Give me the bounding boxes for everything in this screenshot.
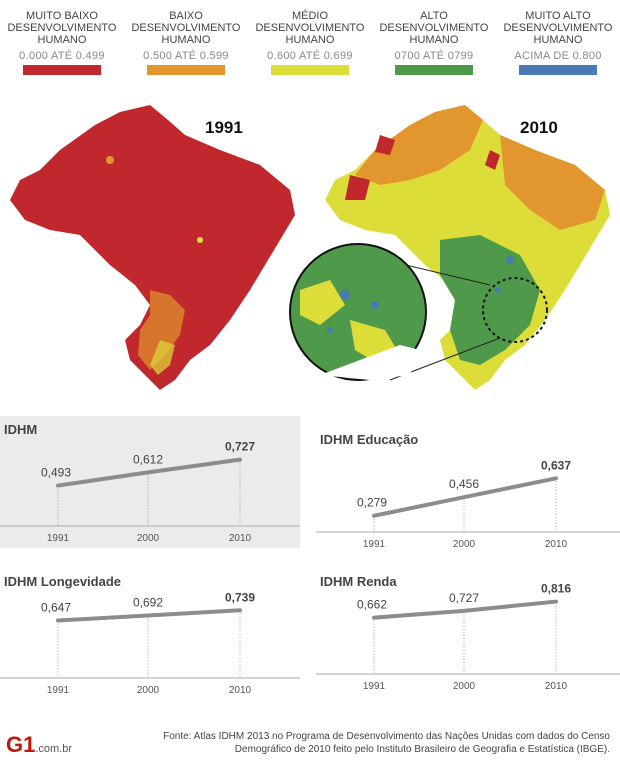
- legend-range: 0.500 ATÉ 0.599: [143, 50, 229, 62]
- tick-label: 1991: [363, 681, 386, 692]
- data-label: 0,739: [225, 590, 255, 604]
- series-line: [372, 476, 558, 518]
- chart-idhm-renda: 0,662 1991 0,727 2000 0,816 2010 IDHM Renda: [316, 568, 620, 696]
- data-label: 0,493: [41, 466, 71, 480]
- chart-title: IDHM Educação: [320, 432, 419, 447]
- data-label: 0,647: [41, 600, 71, 614]
- chart-svg: 0,662 1991 0,727 2000 0,816 2010: [316, 582, 620, 692]
- legend-label: BAIXO DESENVOLVIMENTO HUMANO: [131, 10, 241, 46]
- legend-swatch: [147, 65, 225, 75]
- legend-range: 0.600 ATÉ 0.699: [267, 50, 353, 62]
- logo-domain: .com.br: [35, 743, 73, 755]
- tick-label: 2010: [545, 681, 568, 692]
- tick-label: 2000: [453, 539, 476, 550]
- legend-label: ALTO DESENVOLVIMENTO HUMANO: [379, 10, 489, 46]
- data-label: 0,727: [449, 591, 479, 605]
- legend-swatch: [395, 65, 473, 75]
- legend-range: ACIMA DE 0.800: [514, 50, 602, 62]
- data-label: 0,692: [133, 596, 163, 610]
- map-1991: [10, 105, 295, 390]
- source-note: Fonte: Atlas IDHM 2013 no Programa de De…: [163, 731, 610, 755]
- g1-logo: G1.com.br: [6, 732, 72, 758]
- tick-label: 2010: [545, 539, 568, 550]
- series-line: [56, 457, 242, 488]
- legend-swatch: [519, 65, 597, 75]
- data-label: 0,662: [357, 598, 387, 612]
- data-label: 0,637: [541, 458, 571, 472]
- series-line: [56, 608, 242, 623]
- legend-item-low: BAIXO DESENVOLVIMENTO HUMANO 0.500 ATÉ 0…: [124, 10, 248, 75]
- legend: MUITO BAIXO DESENVOLVIMENTO HUMANO 0.000…: [0, 10, 620, 82]
- legend-item-medium: MÉDIO DESENVOLVIMENTO HUMANO 0.600 ATÉ 0…: [248, 10, 372, 75]
- tick-label: 2000: [453, 681, 476, 692]
- tick-label: 2000: [137, 685, 160, 696]
- legend-label: MUITO ALTO DESENVOLVIMENTO HUMANO: [503, 10, 613, 46]
- year-label-2010: 2010: [520, 118, 558, 137]
- legend-range: 0700 ATÉ 0799: [394, 50, 474, 62]
- chart-idhm-educacao: 0,279 1991 0,456 2000 0,637 2010 IDHM Educaçã…: [316, 426, 620, 554]
- tick-label: 1991: [47, 685, 70, 696]
- brazil-maps: [10, 105, 610, 390]
- chart-title: IDHM Longevidade: [4, 574, 122, 589]
- tick-label: 1991: [363, 539, 386, 550]
- legend-label: MUITO BAIXO DESENVOLVIMENTO HUMANO: [7, 10, 117, 46]
- tick-label: 2010: [229, 533, 252, 544]
- maps-area: 1991 2010: [0, 90, 620, 400]
- chart-idhm: 0,493 1991 0,612 2000 0,727 2010 IDHM: [0, 416, 300, 548]
- tick-label: 2000: [137, 533, 160, 544]
- legend-item-very-low: MUITO BAIXO DESENVOLVIMENTO HUMANO 0.000…: [0, 10, 124, 75]
- legend-item-high: ALTO DESENVOLVIMENTO HUMANO 0700 ATÉ 079…: [372, 10, 496, 75]
- data-label: 0,612: [133, 452, 163, 466]
- zoom-inset: [289, 243, 427, 381]
- chart-title: IDHM Renda: [320, 574, 397, 589]
- tick-label: 1991: [47, 533, 70, 544]
- legend-range: 0.000 ATÉ 0.499: [19, 50, 105, 62]
- chart-svg: 0,647 1991 0,692 2000 0,739 2010: [0, 590, 300, 696]
- chart-idhm-longevidade: 0,647 1991 0,692 2000 0,739 2010 IDHM Longevi…: [0, 568, 300, 700]
- data-label: 0,456: [449, 477, 479, 491]
- year-label-1991: 1991: [205, 118, 243, 137]
- chart-svg: 0,279 1991 0,456 2000 0,637 2010: [316, 458, 620, 550]
- map-2010: [325, 105, 610, 390]
- legend-item-very-high: MUITO ALTO DESENVOLVIMENTO HUMANO ACIMA …: [496, 10, 620, 75]
- series-line: [372, 599, 558, 620]
- data-label: 0,279: [357, 496, 387, 510]
- logo-text: G1: [6, 732, 36, 757]
- data-label: 0,816: [541, 582, 571, 596]
- legend-swatch: [23, 65, 101, 75]
- chart-title: IDHM: [4, 422, 38, 437]
- data-label: 0,727: [225, 440, 255, 454]
- chart-svg: 0,493 1991 0,612 2000 0,727 2010: [0, 440, 300, 544]
- legend-swatch: [271, 65, 349, 75]
- tick-label: 2010: [229, 685, 252, 696]
- legend-label: MÉDIO DESENVOLVIMENTO HUMANO: [255, 10, 365, 46]
